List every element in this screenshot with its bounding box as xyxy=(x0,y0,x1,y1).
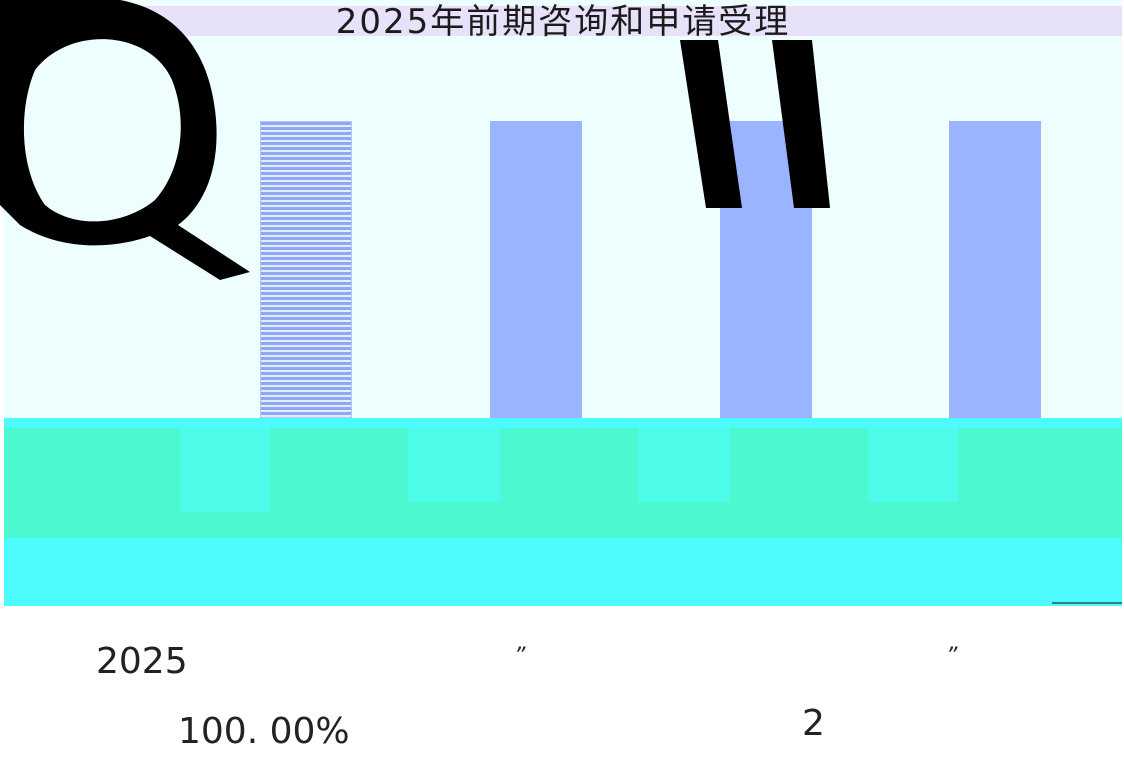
plot-area: 2025年前期咨询和申请受理 xyxy=(4,0,1122,420)
chart-title: 2025年前期咨询和申请受理 xyxy=(335,2,791,42)
bar xyxy=(490,121,582,418)
table-cell xyxy=(868,428,958,502)
bar xyxy=(720,121,812,418)
chart-figure: 2025年前期咨询和申请受理 xyxy=(4,0,1122,606)
bar xyxy=(949,121,1041,418)
open-quote: ” xyxy=(514,644,526,669)
table-cell xyxy=(408,428,500,502)
table-cell xyxy=(180,428,270,512)
year-text: 2025 xyxy=(96,641,188,682)
data-table xyxy=(4,418,1122,606)
table-rule xyxy=(1052,602,1122,604)
bar xyxy=(260,121,352,418)
count-text: 2 xyxy=(802,703,825,744)
table-cell xyxy=(638,428,730,502)
percentage-text: 100. 00% xyxy=(178,711,350,752)
close-quote: ” xyxy=(946,644,958,669)
